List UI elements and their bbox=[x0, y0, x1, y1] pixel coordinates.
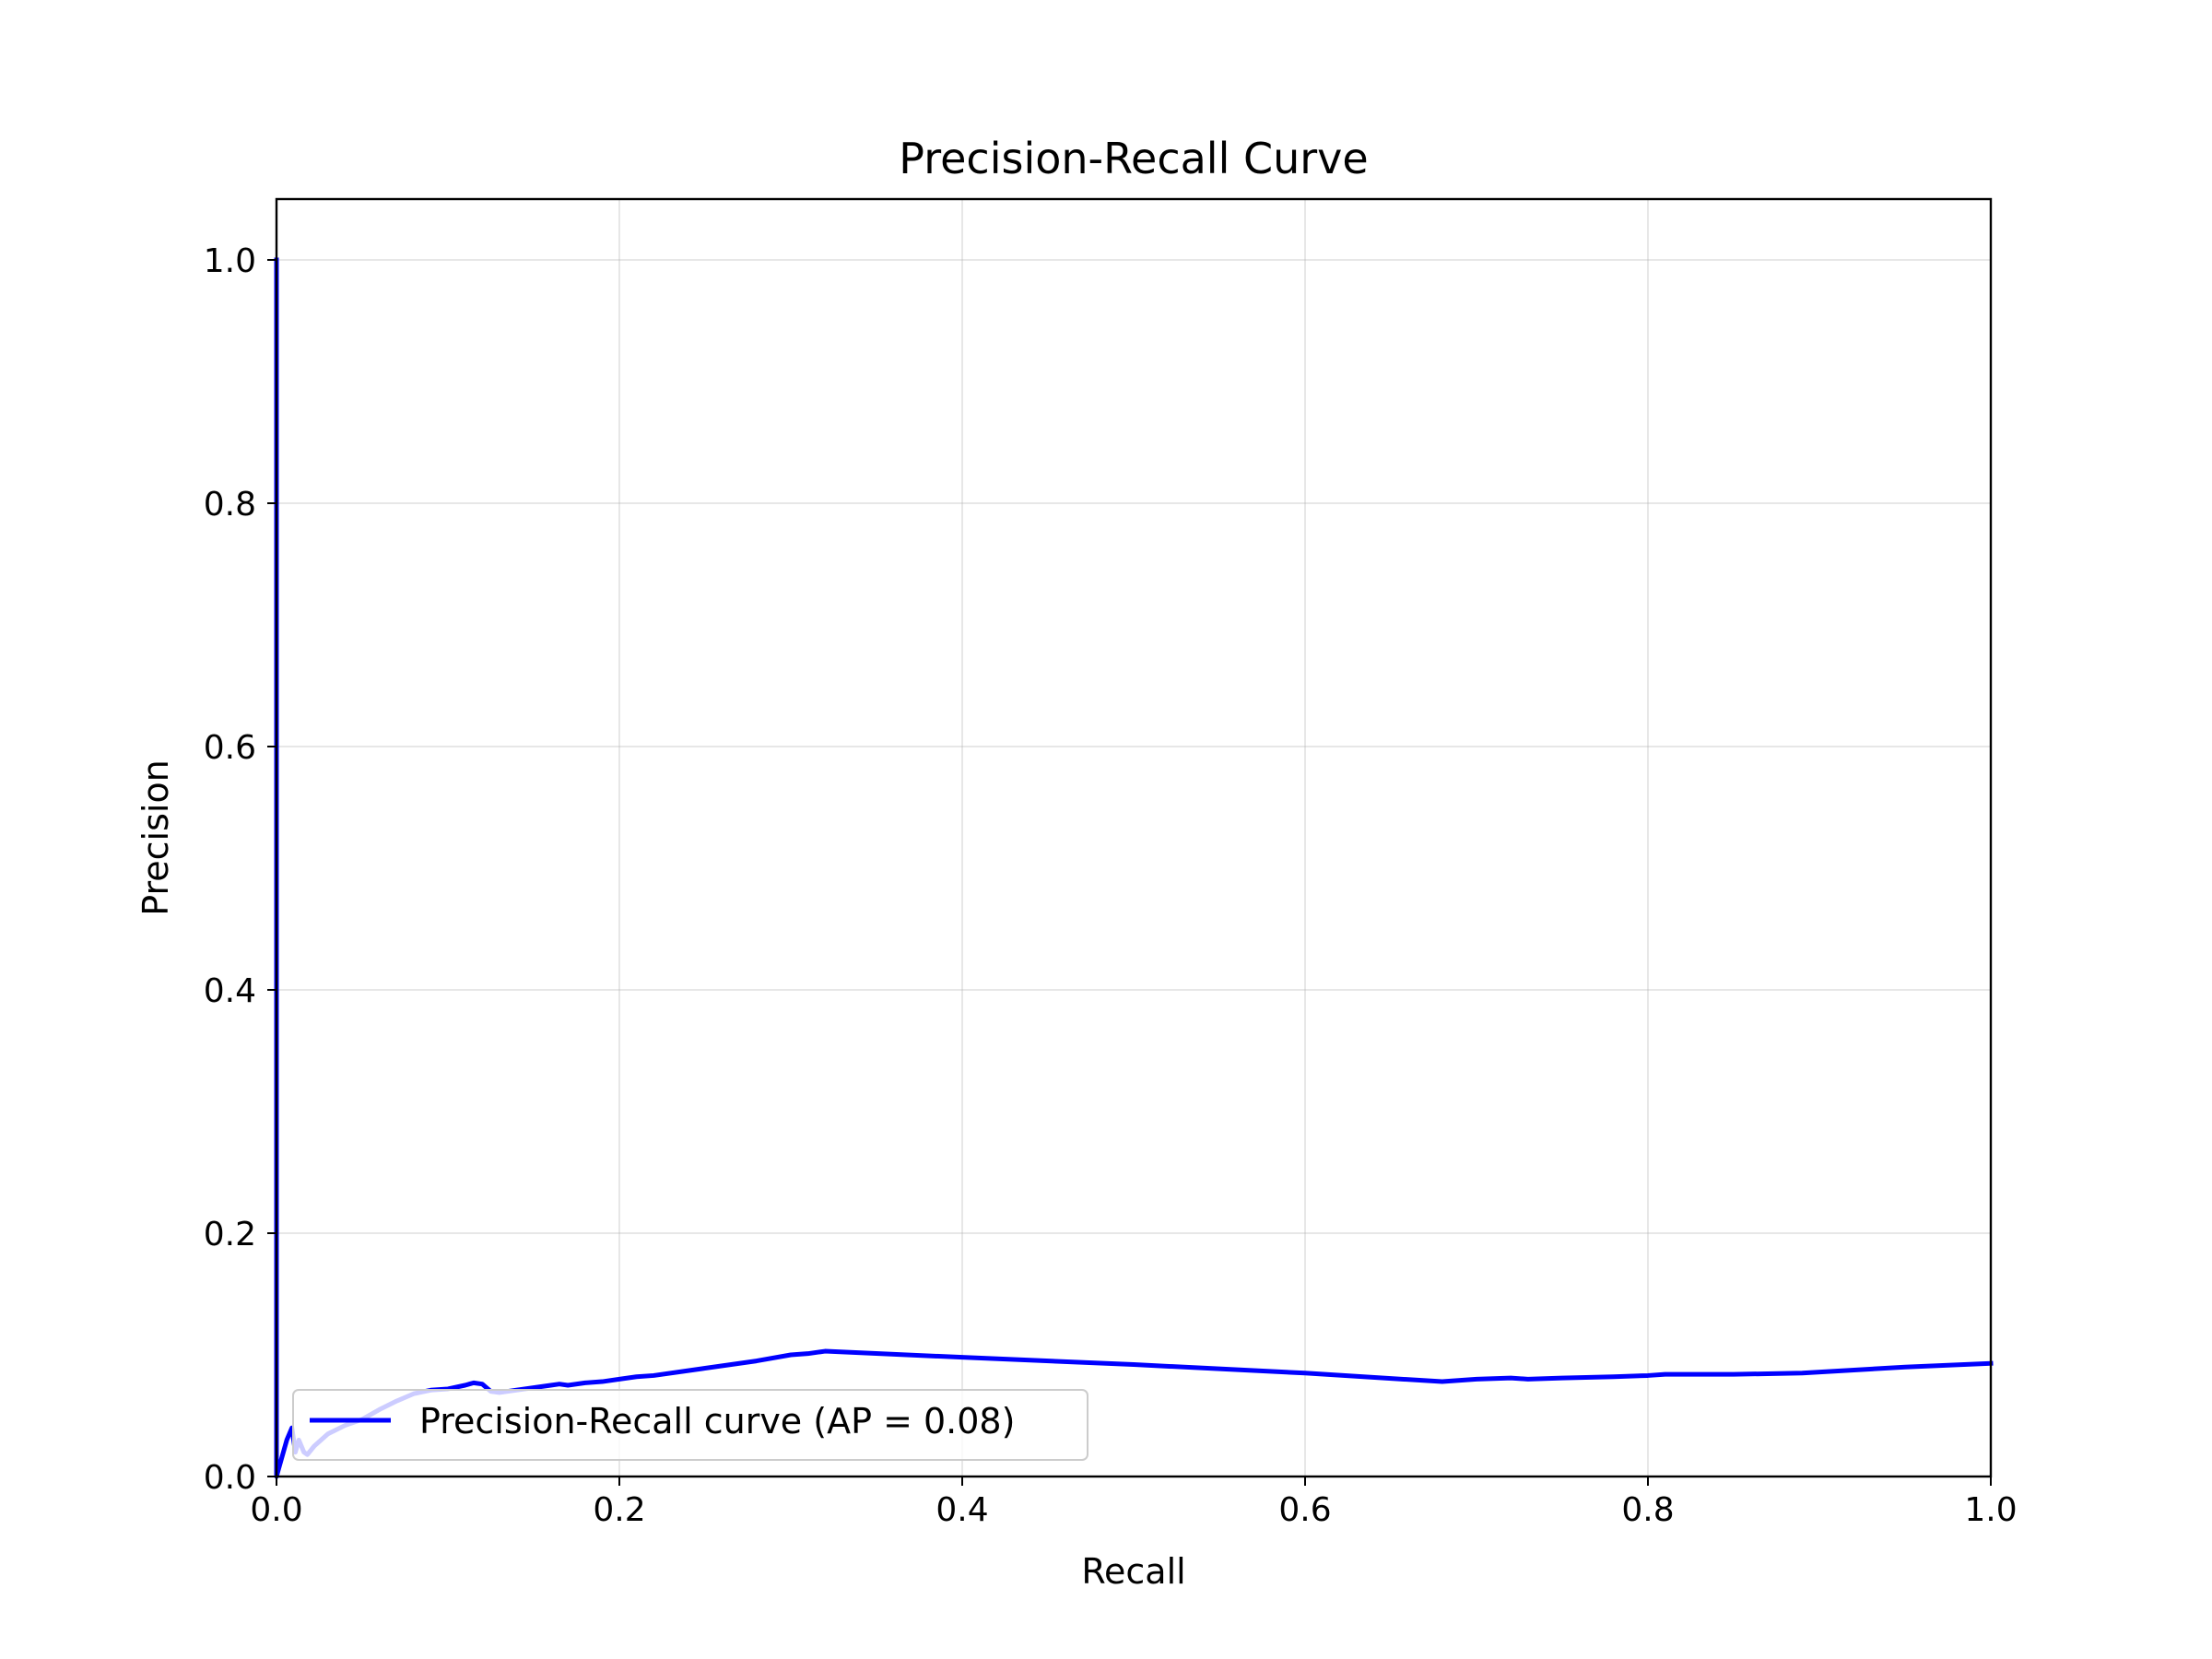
legend-box bbox=[292, 1389, 1088, 1461]
y-tick-label: 0.0 bbox=[204, 1459, 256, 1497]
y-tick-label: 0.4 bbox=[204, 972, 256, 1010]
y-tick-label: 0.2 bbox=[204, 1216, 256, 1253]
y-tick-label: 0.6 bbox=[204, 729, 256, 767]
x-tick-label: 1.0 bbox=[1964, 1491, 2017, 1529]
plot-area bbox=[276, 199, 1991, 1477]
x-tick-label: 0.8 bbox=[1621, 1491, 1674, 1529]
legend-label: Precision-Recall curve (AP = 0.08) bbox=[419, 1401, 1015, 1441]
x-tick-label: 0.4 bbox=[935, 1491, 988, 1529]
ticks: 0.0 0.2 0.4 0.6 0.8 1.0 0.0 0.2 0.4 0.6 0.8 1.0 bbox=[204, 242, 2018, 1529]
x-tick-label: 0.2 bbox=[593, 1491, 645, 1529]
x-tick-label: 0.6 bbox=[1278, 1491, 1331, 1529]
plot-frame bbox=[275, 197, 1993, 1478]
chart-title: Precision-Recall Curve bbox=[899, 134, 1368, 183]
grid bbox=[276, 199, 1992, 1477]
x-tick-label: 0.0 bbox=[250, 1491, 302, 1529]
y-axis-label: Precision bbox=[135, 759, 176, 916]
x-axis-label: Recall bbox=[1081, 1551, 1185, 1592]
legend: Precision-Recall curve (AP = 0.08) bbox=[292, 1389, 1088, 1461]
y-tick-label: 0.8 bbox=[204, 486, 256, 524]
y-tick-label: 1.0 bbox=[204, 242, 256, 280]
